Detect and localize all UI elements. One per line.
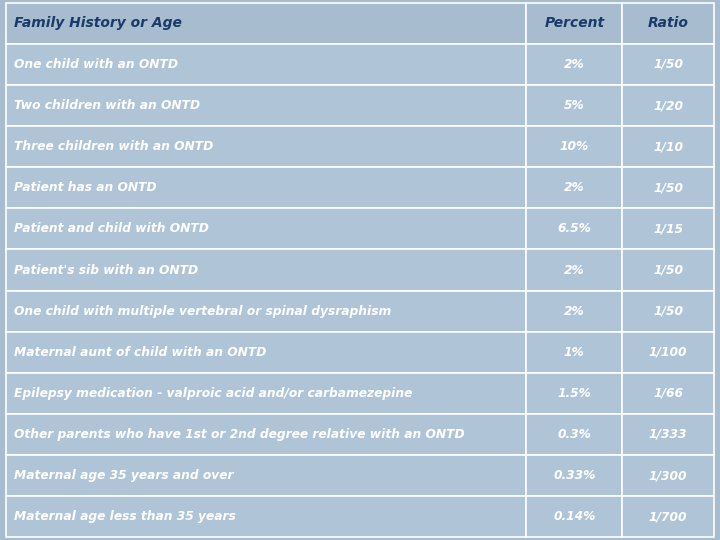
- Text: Two children with an ONTD: Two children with an ONTD: [14, 99, 201, 112]
- Text: 2%: 2%: [564, 58, 585, 71]
- Bar: [622, 373, 714, 414]
- Bar: [622, 167, 714, 208]
- Text: Maternal aunt of child with an ONTD: Maternal aunt of child with an ONTD: [14, 346, 267, 359]
- Bar: [526, 208, 622, 249]
- Text: Patient and child with ONTD: Patient and child with ONTD: [14, 222, 210, 235]
- Bar: [622, 496, 714, 537]
- Text: 1/15: 1/15: [653, 222, 683, 235]
- Bar: [622, 332, 714, 373]
- Bar: [6, 126, 526, 167]
- Bar: [526, 332, 622, 373]
- Bar: [622, 85, 714, 126]
- Text: 1/50: 1/50: [653, 58, 683, 71]
- Bar: [6, 455, 526, 496]
- Text: Maternal age 35 years and over: Maternal age 35 years and over: [14, 469, 234, 482]
- Text: 0.14%: 0.14%: [553, 510, 595, 523]
- Bar: [526, 85, 622, 126]
- Text: 10%: 10%: [559, 140, 589, 153]
- Bar: [6, 208, 526, 249]
- Text: 5%: 5%: [564, 99, 585, 112]
- Text: 1/50: 1/50: [653, 181, 683, 194]
- Text: 1/700: 1/700: [649, 510, 688, 523]
- Bar: [6, 414, 526, 455]
- Text: 1/50: 1/50: [653, 264, 683, 276]
- Bar: [622, 249, 714, 291]
- Text: 0.33%: 0.33%: [553, 469, 595, 482]
- Bar: [622, 455, 714, 496]
- Text: 1/333: 1/333: [649, 428, 688, 441]
- Text: 1.5%: 1.5%: [557, 387, 591, 400]
- Text: Ratio: Ratio: [648, 16, 688, 30]
- Text: 1/66: 1/66: [653, 387, 683, 400]
- Bar: [6, 167, 526, 208]
- Text: 1/50: 1/50: [653, 305, 683, 318]
- Bar: [526, 291, 622, 332]
- Bar: [622, 126, 714, 167]
- Bar: [6, 291, 526, 332]
- Bar: [526, 249, 622, 291]
- Bar: [622, 414, 714, 455]
- Text: 6.5%: 6.5%: [557, 222, 591, 235]
- Text: One child with multiple vertebral or spinal dysraphism: One child with multiple vertebral or spi…: [14, 305, 392, 318]
- Bar: [526, 167, 622, 208]
- Bar: [526, 455, 622, 496]
- Text: 1/20: 1/20: [653, 99, 683, 112]
- Text: Patient has an ONTD: Patient has an ONTD: [14, 181, 157, 194]
- Text: Other parents who have 1st or 2nd degree relative with an ONTD: Other parents who have 1st or 2nd degree…: [14, 428, 465, 441]
- Text: Maternal age less than 35 years: Maternal age less than 35 years: [14, 510, 236, 523]
- Bar: [526, 496, 622, 537]
- Text: Three children with an ONTD: Three children with an ONTD: [14, 140, 214, 153]
- Text: 2%: 2%: [564, 181, 585, 194]
- Bar: [526, 373, 622, 414]
- Bar: [6, 373, 526, 414]
- Bar: [622, 208, 714, 249]
- Bar: [622, 44, 714, 85]
- Bar: [526, 3, 622, 44]
- Text: One child with an ONTD: One child with an ONTD: [14, 58, 179, 71]
- Text: Family History or Age: Family History or Age: [14, 16, 182, 30]
- Text: Patient's sib with an ONTD: Patient's sib with an ONTD: [14, 264, 199, 276]
- Bar: [622, 291, 714, 332]
- Text: 0.3%: 0.3%: [557, 428, 591, 441]
- Text: Epilepsy medication - valproic acid and/or carbamezepine: Epilepsy medication - valproic acid and/…: [14, 387, 413, 400]
- Bar: [6, 3, 526, 44]
- Bar: [6, 85, 526, 126]
- Bar: [526, 126, 622, 167]
- Text: 2%: 2%: [564, 305, 585, 318]
- Bar: [6, 249, 526, 291]
- Bar: [6, 44, 526, 85]
- Text: 1/300: 1/300: [649, 469, 688, 482]
- Text: Percent: Percent: [544, 16, 604, 30]
- Text: 2%: 2%: [564, 264, 585, 276]
- Text: 1%: 1%: [564, 346, 585, 359]
- Bar: [6, 332, 526, 373]
- Bar: [622, 3, 714, 44]
- Bar: [526, 44, 622, 85]
- Bar: [526, 414, 622, 455]
- Text: 1/100: 1/100: [649, 346, 688, 359]
- Bar: [6, 496, 526, 537]
- Text: 1/10: 1/10: [653, 140, 683, 153]
